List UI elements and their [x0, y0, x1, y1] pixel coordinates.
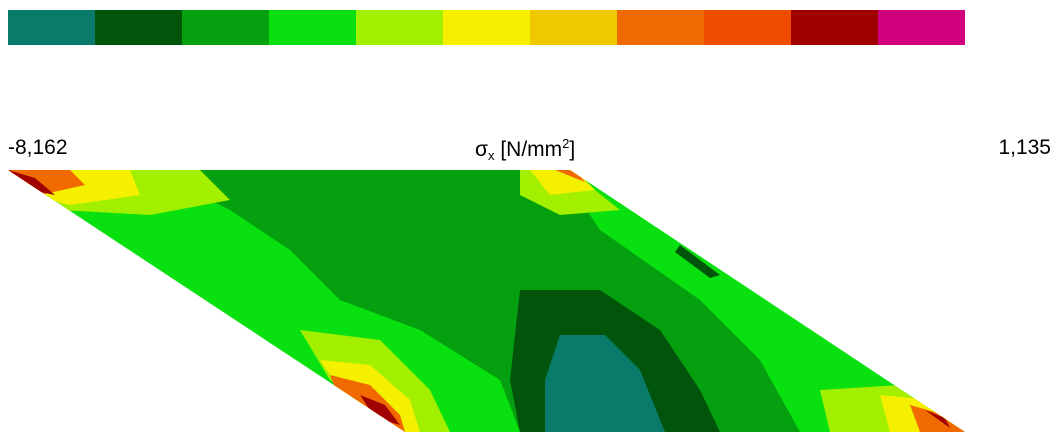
- legend-quantity-label: σx [N/mm2]: [475, 137, 575, 162]
- legend-color-segment: [704, 10, 791, 45]
- legend-color-segment: [8, 10, 95, 45]
- quantity-symbol: σ: [475, 138, 488, 161]
- legend-color-segment: [791, 10, 878, 45]
- legend-color-segment: [269, 10, 356, 45]
- contour-minimum: [545, 335, 665, 432]
- quantity-unit-prefix: [N/mm: [500, 138, 563, 161]
- legend-min-label: -8,162: [8, 136, 68, 159]
- contour-max-lower-left: [360, 395, 400, 425]
- contour-regions: [8, 170, 965, 432]
- quantity-subscript: x: [487, 148, 495, 163]
- legend-max-label: 1,135: [998, 136, 1051, 159]
- legend-color-segment: [878, 10, 965, 45]
- contour-edge-streak: [675, 245, 720, 278]
- quantity-unit-superscript: 2: [562, 136, 570, 151]
- legend-color-segment: [443, 10, 530, 45]
- legend-color-segment: [617, 10, 704, 45]
- legend-color-segment: [356, 10, 443, 45]
- quantity-unit-suffix: ]: [569, 138, 576, 161]
- contour-max-lower-right: [925, 410, 950, 428]
- contour-max-upper-left: [8, 170, 55, 195]
- color-legend-bar: [8, 10, 965, 45]
- legend-color-segment: [95, 10, 182, 45]
- legend-color-segment: [182, 10, 269, 45]
- contour-upper-green: [250, 170, 560, 280]
- legend-color-segment: [530, 10, 617, 45]
